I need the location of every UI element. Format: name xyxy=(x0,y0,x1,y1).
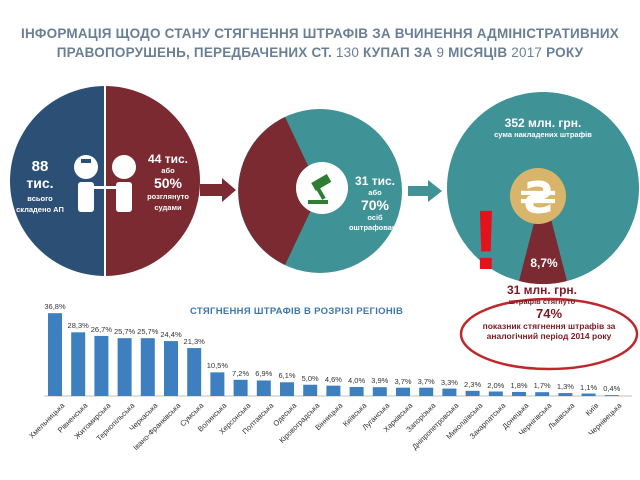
bar-6 xyxy=(187,348,202,396)
bar-21 xyxy=(535,392,550,396)
circle3-total-caption: сума накладених штрафів xyxy=(494,130,592,139)
page-title: ІНФОРМАЦІЯ ЩОДО СТАНУ СТЯГНЕННЯ ШТРАФІВ … xyxy=(20,24,620,62)
callout-description: показник стягнення штрафів за аналогічни… xyxy=(482,321,616,341)
circle1-right-percent: 50% xyxy=(153,175,183,191)
circle1-right-caption: розглянуто судами xyxy=(147,192,189,212)
circle1-right-text: 44 тис. або 50% розглянуто судами xyxy=(140,152,196,213)
bar-9 xyxy=(256,380,271,396)
bar-22 xyxy=(558,393,573,396)
bar-8 xyxy=(233,379,248,396)
bar-value-label: 10,5% xyxy=(206,361,229,371)
title-line2-part-b: КУПАП ЗА xyxy=(362,45,433,60)
circle1-left-text: 88 тис. всього складено АП xyxy=(16,158,64,215)
circle1-right-value: 44 тис. xyxy=(148,152,188,166)
bar-value-label: 26,7% xyxy=(90,324,113,334)
callout-oval xyxy=(459,297,639,371)
bar-7 xyxy=(210,372,225,396)
bar-20 xyxy=(512,391,526,396)
bar-value-label: 7,2% xyxy=(232,368,250,378)
bar-14 xyxy=(372,387,387,396)
bar-value-label: 3,3% xyxy=(440,377,458,387)
bar-chart-bars xyxy=(48,313,619,396)
bar-12 xyxy=(326,385,341,396)
circle3-slice xyxy=(519,188,567,285)
bar-16 xyxy=(419,387,434,396)
circle1-left-value: 88 xyxy=(31,158,49,175)
bar-value-label: 4,0% xyxy=(348,376,366,385)
title-line2-part-c: МІСЯЦІВ xyxy=(448,45,508,60)
bar-value-label: 6,9% xyxy=(255,369,273,379)
title-line1: ІНФОРМАЦІЯ ЩОДО СТАНУ СТЯГНЕННЯ ШТРАФІВ … xyxy=(21,26,619,41)
bar-value-label: 2,0% xyxy=(487,380,505,390)
bar-value-label: 3,7% xyxy=(394,376,412,386)
bar-value-label: 25,7% xyxy=(137,327,159,337)
bar-value-label: 1,7% xyxy=(533,381,551,391)
bar-23 xyxy=(581,393,596,396)
circle3-top-text: 352 млн. грн. сума накладених штрафів xyxy=(475,116,611,139)
callout-text-block: 74% показник стягнення штрафів за аналог… xyxy=(472,306,626,341)
gavel-icon xyxy=(308,174,332,204)
circle1-left-half xyxy=(10,86,105,276)
circle3-total-value: 352 млн. грн. xyxy=(504,116,582,130)
circle1-left-unit: тис. xyxy=(26,175,54,191)
bar-24 xyxy=(604,395,619,396)
bar-value-label: 28,3% xyxy=(67,321,89,331)
bar-value-label: 1,3% xyxy=(556,382,574,392)
callout-percent: 74% xyxy=(535,306,563,321)
circle1-right-or: або xyxy=(161,166,175,175)
circle1-right-half xyxy=(105,86,200,276)
arrow-icon-1 xyxy=(200,178,236,202)
circle3-slice-percent: 8,7% xyxy=(530,256,558,270)
bar-18 xyxy=(465,390,480,396)
hryvnia-icon xyxy=(510,168,566,224)
bar-1 xyxy=(71,332,86,396)
bar-value-label: 6,1% xyxy=(278,371,296,381)
bar-value-label: 4,6% xyxy=(324,374,342,384)
bar-11 xyxy=(303,384,318,396)
bar-13 xyxy=(349,387,364,396)
bar-10 xyxy=(280,382,294,396)
bar-value-label: 3,9% xyxy=(371,376,389,386)
bar-5 xyxy=(164,341,178,396)
circle1-left-caption: всього складено АП xyxy=(16,194,64,214)
title-year: 2017 xyxy=(511,45,543,60)
bar-19 xyxy=(488,391,503,396)
bar-value-label: 24,4% xyxy=(160,330,182,340)
circle2-slice xyxy=(238,117,320,265)
circle3-collected-caption: штрафів стягнуто xyxy=(508,297,576,306)
bar-4 xyxy=(140,338,155,396)
circle2-percent: 70% xyxy=(360,197,390,213)
bar-value-label: 25,7% xyxy=(113,327,136,337)
circle2-caption: осіб оштрафовано xyxy=(348,213,402,232)
gavel-icon-bg xyxy=(296,162,348,214)
circle3-collected-block: 31 млн. грн. штрафів стягнуто xyxy=(472,283,612,306)
hryvnia-glyph: ₴ xyxy=(519,173,557,224)
title-line2-part-d: РОКУ xyxy=(546,45,584,60)
circle2-or: або xyxy=(368,188,382,197)
title-article-number: 130 xyxy=(335,45,360,60)
chart-title: СТЯГНЕННЯ ШТРАФІВ В РОЗРІЗІ РЕГІОНІВ xyxy=(190,306,404,317)
bar-value-label: 36,8% xyxy=(44,302,66,312)
bar-value-label: 2,3% xyxy=(464,379,482,389)
bar-value-label: 21,3% xyxy=(183,337,205,347)
exclamation-mark: ! xyxy=(472,193,500,287)
bar-value-label: 3,7% xyxy=(417,376,435,386)
bar-2 xyxy=(94,335,109,396)
bar-value-label: 5,0% xyxy=(301,373,319,383)
circle2-value: 31 тис. xyxy=(355,174,395,188)
circle3-collected-value: 31 млн. грн. xyxy=(506,283,577,297)
bar-15 xyxy=(396,387,410,396)
bar-value-label: 1,1% xyxy=(580,382,598,392)
arrow-icon-2 xyxy=(408,180,442,202)
bar-17 xyxy=(442,388,457,396)
title-line2-part-a: ПРАВОПОРУШЕНЬ, ПЕРЕДБАЧЕНИХ СТ. xyxy=(56,45,332,60)
bar-value-label: 0,4% xyxy=(603,384,621,394)
bar-0 xyxy=(48,313,62,396)
circle2-text: 31 тис. або 70% осіб оштрафовано xyxy=(346,174,404,233)
police-violator-icon xyxy=(74,155,136,212)
bar-3 xyxy=(117,338,132,396)
bar-value-label: 1,8% xyxy=(510,380,528,390)
title-months-number: 9 xyxy=(436,45,445,60)
